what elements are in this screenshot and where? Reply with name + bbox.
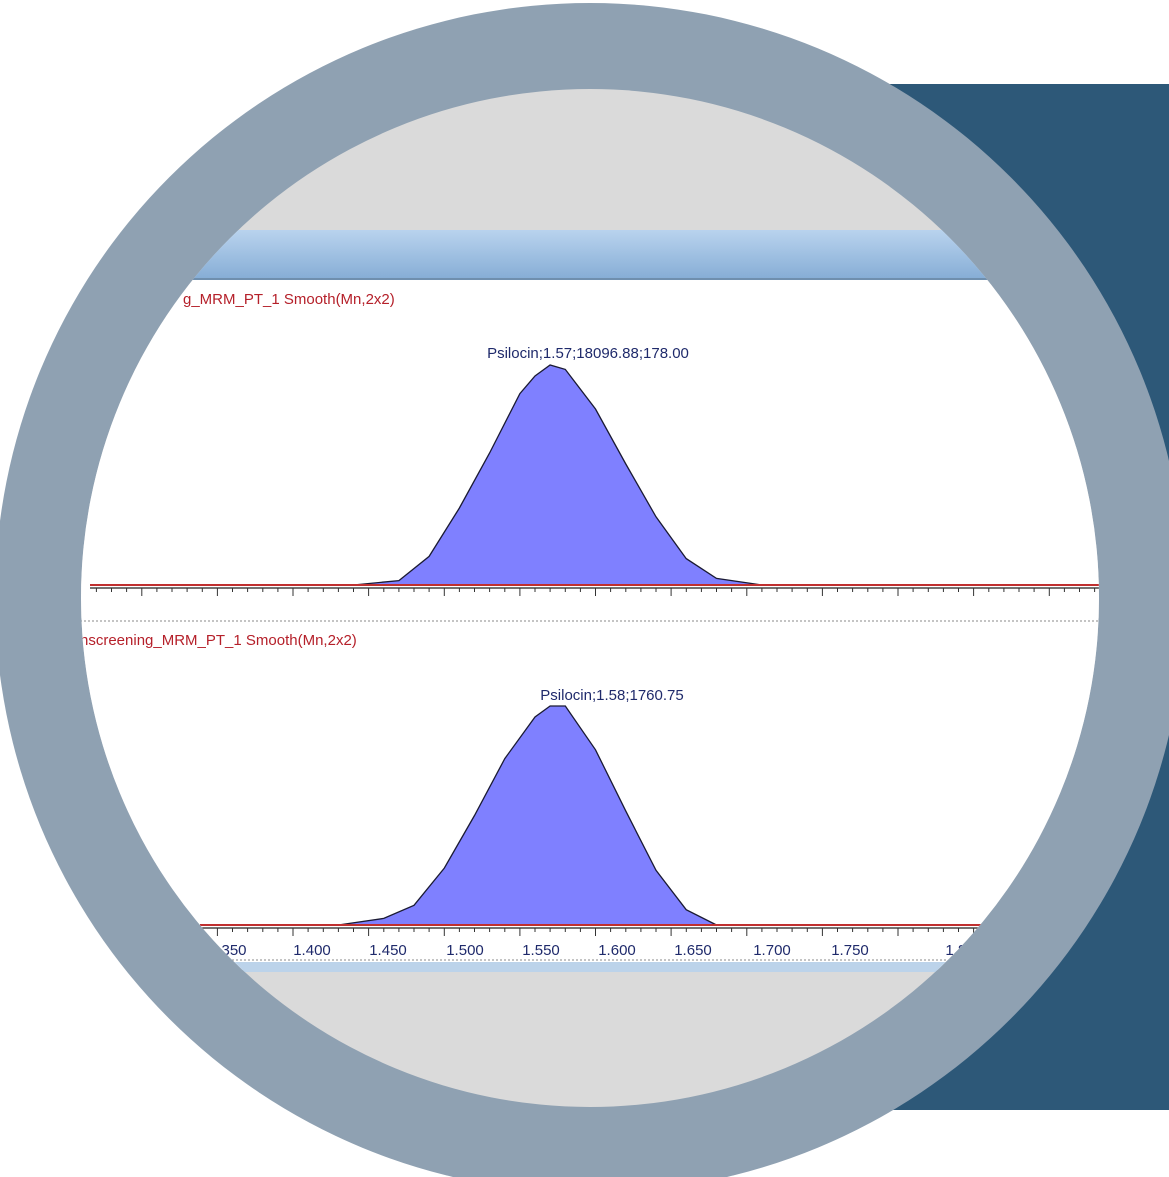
status-strip — [81, 962, 1099, 972]
trace-panel-1: g_MRM_PT_1 Smooth(Mn,2x2) Psilocin;1.57;… — [81, 291, 1099, 622]
peak-label: Psilocin;1.57;18096.88;178.00 — [487, 345, 689, 362]
trace-title: g_MRM_PT_1 Smooth(Mn,2x2) — [183, 291, 395, 308]
peak-area — [338, 705, 717, 926]
trace-title: nscreening_MRM_PT_1 Smooth(Mn,2x2) — [80, 632, 357, 649]
x-tick-label: 1.450 — [369, 942, 407, 959]
peak-area — [353, 364, 762, 586]
x-tick-label: 1.400 — [293, 942, 331, 959]
x-tick-label: 1.750 — [831, 942, 869, 959]
x-tick-label: 1.600 — [598, 942, 636, 959]
window-title-bar-edge — [81, 278, 1099, 280]
x-axis-ticks — [201, 928, 1096, 936]
x-tick-label: 1.500 — [446, 942, 484, 959]
window-title-bar — [81, 230, 1099, 278]
x-tick-label: 1.650 — [674, 942, 712, 959]
x-tick-label: 350 — [221, 942, 246, 959]
x-tick-label: 1.550 — [522, 942, 560, 959]
x-tick-label: 1.700 — [753, 942, 791, 959]
peak-label: Psilocin;1.58;1760.75 — [540, 687, 683, 704]
x-axis-ticks — [95, 588, 1096, 596]
